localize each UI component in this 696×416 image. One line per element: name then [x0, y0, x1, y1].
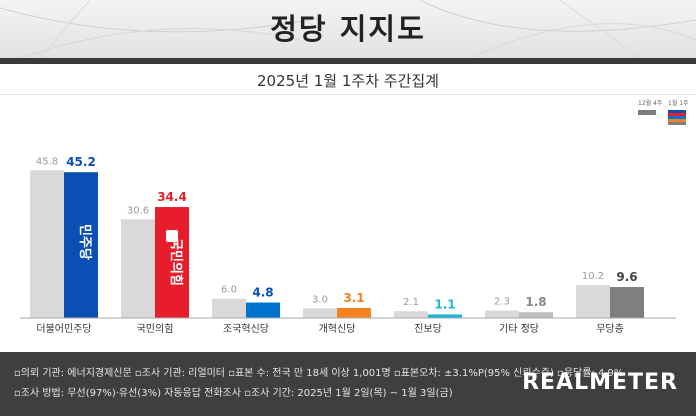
bar-prev	[121, 219, 155, 318]
legend-prev: 12월 4주	[638, 98, 662, 115]
ppp-logo-mark	[166, 230, 178, 242]
bar-prev	[485, 310, 519, 318]
bar-current	[610, 287, 644, 318]
legend-current: 1월 1주	[668, 98, 689, 125]
legend-prev-swatch	[638, 110, 656, 115]
subtitle-bar: 2025년 1월 1주차 주간집계	[0, 64, 696, 95]
value-label-current: 4.8	[252, 286, 273, 300]
value-label-current: 45.2	[66, 155, 96, 169]
value-label-prev: 3.0	[312, 294, 328, 305]
value-label-current: 34.4	[157, 190, 187, 204]
value-label-prev: 45.8	[36, 156, 58, 167]
category-label: 조국혁신당	[223, 323, 269, 335]
legend-prev-label: 12월 4주	[638, 100, 663, 107]
bar-chart: 45.8 45.2 더불어민주당 30.6 34.4 국민의힘 6.0 4.8 조국혁신당 3.0…	[20, 155, 676, 335]
title-bar: 정당 지지도	[0, 0, 696, 58]
category-label: 진보당	[414, 323, 442, 335]
value-label-prev: 10.2	[582, 271, 604, 282]
chart-subtitle: 2025년 1월 1주차 주간집계	[257, 72, 439, 90]
value-label-prev: 2.3	[494, 297, 510, 308]
bar-current	[246, 302, 280, 318]
value-label-current: 9.6	[616, 270, 637, 284]
header-divider	[0, 58, 696, 64]
value-label-current: 1.1	[434, 297, 455, 311]
bar-current	[64, 172, 98, 318]
bar-prev	[30, 170, 64, 318]
legend-current-swatch	[668, 110, 686, 125]
bar-current	[155, 207, 189, 318]
category-label: 국민의힘	[137, 323, 174, 335]
bar-current	[337, 308, 371, 318]
value-label-current: 1.8	[525, 295, 546, 309]
value-label-prev: 2.1	[403, 297, 419, 308]
value-label-prev: 6.0	[221, 285, 237, 296]
category-label: 무당층	[596, 323, 624, 335]
bar-prev	[212, 298, 246, 318]
footer: ▫의뢰 기관: 에너지경제신문 ▫조사 기관: 리얼미터 ▫표본 수: 전국 만…	[0, 352, 696, 416]
bar-prev	[303, 308, 337, 318]
legend-current-label: 1월 1주	[668, 100, 689, 107]
category-label: 기타 정당	[499, 323, 539, 335]
bar-current	[428, 314, 462, 318]
chart-title: 정당 지지도	[270, 12, 426, 46]
decorative-lines	[0, 0, 696, 58]
bar-current	[519, 312, 553, 318]
realmeter-logo: REALMETER	[522, 370, 678, 395]
bar-prev	[394, 311, 428, 318]
democratic-party-logo: 민주당	[77, 224, 93, 260]
value-label-prev: 30.6	[127, 205, 149, 216]
survey-info-line-1: ▫의뢰 기관: 에너지경제신문 ▫조사 기관: 리얼미터 ▫표본 수: 전국 만…	[14, 368, 624, 379]
ppp-party-logo: 국민의힘	[168, 238, 184, 286]
category-label: 개혁신당	[319, 323, 356, 335]
survey-info-line-2: ▫조사 방법: 무선(97%)·유선(3%) 자동응답 전화조사 ▫조사 기간:…	[14, 388, 453, 399]
category-label: 더불어민주당	[36, 323, 91, 335]
value-label-current: 3.1	[343, 291, 364, 305]
bar-prev	[576, 285, 610, 318]
